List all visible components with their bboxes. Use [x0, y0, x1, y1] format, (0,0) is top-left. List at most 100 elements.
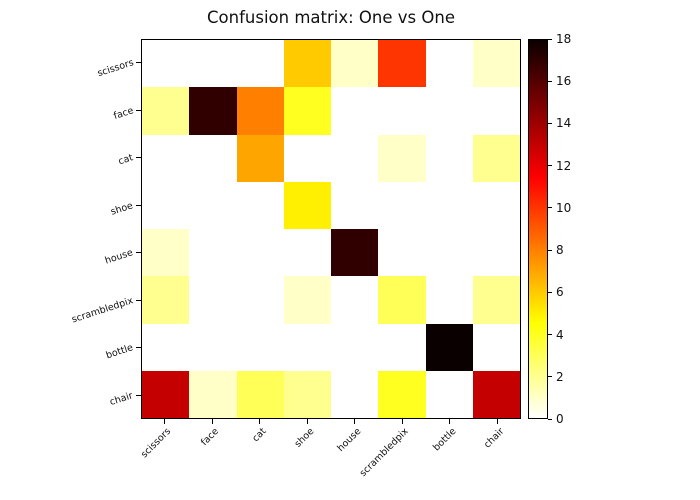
x-tick-label: house — [335, 426, 364, 455]
colorbar-tick-label: 4 — [556, 327, 564, 342]
x-tick-label: cat — [250, 426, 269, 445]
heatmap-cell — [331, 134, 379, 182]
tick-mark — [548, 291, 552, 293]
heatmap-cell — [142, 181, 190, 229]
y-tick-label: scrambledpix — [70, 295, 135, 326]
tick-mark — [401, 419, 403, 424]
tick-mark — [136, 157, 141, 159]
heatmap-cell — [378, 87, 426, 135]
x-tick-label: scissors — [139, 426, 174, 461]
heatmap-cell — [142, 40, 190, 88]
heatmap-cell — [189, 370, 237, 418]
colorbar-tick-label: 18 — [556, 32, 572, 46]
heatmap-cell — [236, 87, 284, 135]
heatmap-cell — [189, 323, 237, 371]
heatmap-cell — [425, 323, 473, 371]
heatmap-cell — [236, 370, 284, 418]
tick-mark — [259, 419, 261, 424]
heatmap-grid — [142, 40, 520, 418]
heatmap-cell — [378, 276, 426, 324]
y-tick-label: cat — [117, 152, 135, 168]
tick-mark — [136, 204, 141, 206]
tick-mark — [136, 109, 141, 111]
heatmap-cell — [472, 181, 520, 229]
heatmap-cell — [378, 134, 426, 182]
heatmap-cell — [142, 87, 190, 135]
tick-mark — [354, 419, 356, 424]
heatmap-cell — [331, 181, 379, 229]
heatmap-cell — [283, 181, 331, 229]
y-tick-label: shoe — [109, 200, 135, 218]
heatmap-cell — [331, 370, 379, 418]
heatmap-cell — [189, 229, 237, 277]
heatmap-cell — [425, 181, 473, 229]
colorbar-tick-label: 12 — [556, 158, 572, 173]
tick-mark — [548, 38, 552, 40]
tick-mark — [548, 122, 552, 124]
heatmap-cell — [236, 181, 284, 229]
y-tick-label: chair — [108, 390, 135, 408]
heatmap-cell — [472, 87, 520, 135]
heatmap-cell — [189, 134, 237, 182]
heatmap-cell — [331, 229, 379, 277]
colorbar-tick-label: 10 — [556, 200, 572, 215]
heatmap-cell — [425, 40, 473, 88]
y-tick-label: house — [104, 247, 135, 267]
heatmap-cell — [425, 276, 473, 324]
tick-mark — [496, 419, 498, 424]
heatmap-cell — [236, 134, 284, 182]
heatmap-cell — [331, 40, 379, 88]
heatmap-cell — [189, 181, 237, 229]
heatmap-cell — [331, 87, 379, 135]
heatmap-cell — [236, 40, 284, 88]
heatmap-cell — [283, 134, 331, 182]
colorbar — [528, 39, 548, 419]
heatmap-cell — [142, 370, 190, 418]
heatmap-cell — [283, 40, 331, 88]
heatmap-cell — [472, 40, 520, 88]
tick-mark — [164, 419, 166, 424]
tick-mark — [136, 299, 141, 301]
heatmap-cell — [425, 229, 473, 277]
heatmap-cell — [331, 276, 379, 324]
heatmap-cell — [283, 276, 331, 324]
heatmap-cell — [283, 229, 331, 277]
heatmap-cell — [142, 323, 190, 371]
heatmap-cell — [378, 370, 426, 418]
colorbar-tick-label: 8 — [556, 243, 564, 258]
colorbar-tick-label: 6 — [556, 285, 564, 300]
heatmap-cell — [142, 229, 190, 277]
heatmap-cell — [378, 181, 426, 229]
tick-mark — [548, 165, 552, 167]
colorbar-tick-label: 14 — [556, 116, 572, 131]
heatmap-cell — [331, 323, 379, 371]
heatmap-cell — [378, 40, 426, 88]
heatmap-cell — [283, 323, 331, 371]
y-tick-label: face — [112, 105, 135, 122]
heatmap-cell — [425, 87, 473, 135]
x-tick-label: face — [198, 426, 222, 449]
tick-mark — [306, 419, 308, 424]
colorbar-tick-label: 16 — [556, 74, 572, 89]
heatmap-axes — [141, 39, 521, 419]
tick-mark — [136, 252, 141, 254]
tick-mark — [136, 347, 141, 349]
tick-mark — [449, 419, 451, 424]
tick-mark — [548, 418, 552, 420]
tick-mark — [548, 249, 552, 251]
heatmap-cell — [472, 323, 520, 371]
tick-mark — [548, 376, 552, 378]
heatmap-cell — [189, 87, 237, 135]
x-tick-label: bottle — [431, 426, 459, 454]
tick-mark — [548, 207, 552, 209]
heatmap-cell — [236, 276, 284, 324]
heatmap-cell — [378, 229, 426, 277]
colorbar-tick-label: 0 — [556, 412, 564, 426]
heatmap-cell — [236, 323, 284, 371]
tick-mark — [136, 62, 141, 64]
y-tick-label: scissors — [95, 57, 135, 80]
tick-mark — [548, 80, 552, 82]
heatmap-cell — [472, 276, 520, 324]
heatmap-cell — [425, 134, 473, 182]
heatmap-cell — [472, 229, 520, 277]
